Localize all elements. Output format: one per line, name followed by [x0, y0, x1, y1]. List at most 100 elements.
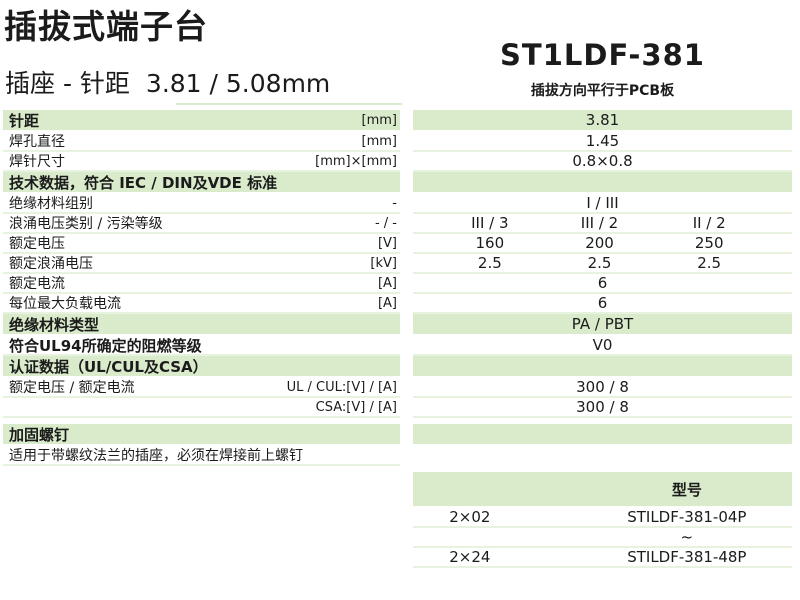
spec-row: 浪涌电压类别 / 污染等级 - / - III / 3 III / 2 II / 2 [3, 214, 800, 234]
spec-value: 200 [585, 234, 614, 252]
spec-left-cell: 焊针尺寸 [mm]×[mm] [3, 152, 400, 172]
spec-left-cell: 每位最大负载电流 [A] [3, 294, 400, 314]
spec-value: II / 2 [692, 214, 726, 232]
spec-unit: [mm] [361, 133, 397, 149]
spec-value: 2.5 [697, 254, 722, 272]
spec-row: 额定电流 [A] 6 [3, 274, 800, 294]
spec-left-cell: 针距 [mm] [3, 110, 400, 130]
spec-label: 适用于带螺纹法兰的插座，必须在焊接前上螺钉 [9, 448, 303, 464]
header: 插拔式端子台 插座 - 针距 3.81 / 5.08mm ST1LDF-381 插… [0, 0, 800, 110]
spec-value: 300 / 8 [576, 398, 629, 416]
spec-left-cell: 技术数据，符合 IEC / DIN及VDE 标准 [3, 172, 400, 192]
spec-unit: UL / CUL:[V] / [A] [286, 379, 397, 395]
spec-left-cell: 符合UL94所确定的阻燃等级 [3, 336, 400, 356]
spec-value-cell: I / III [413, 194, 792, 214]
spec-value: 0.8×0.8 [572, 152, 633, 170]
spec-row: 符合UL94所确定的阻燃等级 V0 [3, 336, 800, 356]
model-table-row: ~ [413, 528, 792, 548]
column-gap [400, 398, 413, 418]
model-table-header-row: 型号 [413, 472, 792, 506]
spec-value: I / III [586, 194, 619, 212]
spec-value: 250 [694, 234, 724, 252]
model-column-header: 型号 [671, 480, 702, 499]
model-cell: ~ [680, 528, 694, 546]
spec-unit: [kV] [370, 255, 397, 271]
spec-value: 2.5 [477, 254, 502, 272]
model-number: ST1LDF-381 [500, 38, 705, 72]
section-header-row: 技术数据，符合 IEC / DIN及VDE 标准 [3, 172, 800, 192]
column-gap [400, 172, 413, 192]
spec-left-cell: 适用于带螺纹法兰的插座，必须在焊接前上螺钉 [3, 446, 400, 466]
spec-label: 认证数据（UL/CUL及CSA） [9, 357, 208, 376]
spec-value-cell: 300 / 8 [413, 378, 792, 398]
column-gap [400, 336, 413, 356]
spec-unit: - [392, 195, 397, 211]
spec-value: III / 2 [580, 214, 619, 232]
spec-value-cell: 160 200 250 [413, 234, 792, 254]
subtitle-label: 插座 - 针距 [5, 69, 130, 98]
spec-value: III / 3 [471, 214, 509, 232]
product-subtitle: 插座 - 针距 3.81 / 5.08mm [5, 64, 330, 100]
spec-left-cell: 绝缘材料组别 - [3, 194, 400, 214]
model-cell: STILDF-381-04P [627, 508, 747, 526]
spec-label: 绝缘材料类型 [9, 315, 100, 334]
column-gap [400, 234, 413, 254]
spec-value: PA / PBT [571, 315, 634, 333]
spec-label: 加固螺钉 [9, 425, 70, 444]
spec-value: 2.5 [587, 254, 612, 272]
spec-row: 每位最大负载电流 [A] 6 [3, 294, 800, 314]
spec-label: 额定浪涌电压 [9, 256, 93, 272]
spec-value-columns: III / 3 III / 2 II / 2 [413, 214, 792, 232]
column-gap [400, 294, 413, 314]
spec-left-cell: 额定电流 [A] [3, 274, 400, 294]
spec-value-cell: 6 [413, 274, 792, 294]
column-gap [400, 110, 413, 130]
model-table-row: 2×02 STILDF-381-04P [413, 508, 792, 528]
spec-value: 160 [475, 234, 505, 252]
spec-table: 针距 [mm] 3.81 焊孔直径 [mm] 1.45 焊针尺寸 [mm]×[mm] 0.8×0… [0, 110, 800, 466]
spec-row: 额定电压 [V] 160 200 250 [3, 234, 800, 254]
column-gap [400, 254, 413, 274]
spec-value-cell [413, 356, 792, 376]
positions-cell: 2×02 [449, 508, 491, 526]
spec-value-cell: 1.45 [413, 132, 792, 152]
spec-unit: [mm]×[mm] [315, 153, 397, 169]
column-gap [400, 356, 413, 376]
spec-unit: - / - [374, 215, 397, 231]
spec-value: 3.81 [585, 111, 620, 129]
spec-label: 额定电压 / 额定电流 [9, 380, 135, 396]
column-gap [400, 314, 413, 334]
spec-label: 符合UL94所确定的阻燃等级 [9, 336, 202, 355]
note-row: 适用于带螺纹法兰的插座，必须在焊接前上螺钉 [3, 446, 800, 466]
column-gap [400, 446, 413, 466]
spec-row: CSA:[V] / [A] 300 / 8 [3, 398, 800, 418]
section-header-row: 针距 [mm] 3.81 [3, 110, 800, 130]
column-gap [400, 152, 413, 172]
spec-unit: CSA:[V] / [A] [315, 399, 397, 415]
spec-row: 焊针尺寸 [mm]×[mm] 0.8×0.8 [3, 152, 800, 172]
spec-value-cell: 300 / 8 [413, 398, 792, 418]
spec-label: 技术数据，符合 IEC / DIN及VDE 标准 [9, 173, 278, 192]
spec-value-cell: 6 [413, 294, 792, 314]
column-gap [400, 194, 413, 214]
spec-value: 6 [597, 294, 608, 312]
spec-row: 额定浪涌电压 [kV] 2.5 2.5 2.5 [3, 254, 800, 274]
positions-cell: 2×24 [449, 548, 491, 566]
spec-row: 焊孔直径 [mm] 1.45 [3, 132, 800, 152]
column-gap [400, 274, 413, 294]
spec-value-cell: PA / PBT [413, 314, 792, 334]
spec-value-cell [413, 446, 792, 466]
spec-label: 绝缘材料组别 [9, 196, 93, 212]
spec-unit: [mm] [361, 112, 397, 128]
spec-label: 额定电压 [9, 236, 65, 252]
column-gap [400, 378, 413, 398]
model-table-row: 2×24 STILDF-381-48P [413, 548, 792, 568]
spec-left-cell: 认证数据（UL/CUL及CSA） [3, 356, 400, 376]
spec-unit: [A] [377, 275, 397, 291]
spec-unit: [A] [377, 295, 397, 311]
column-gap [400, 214, 413, 234]
column-gap [400, 132, 413, 152]
spec-value-cell: III / 3 III / 2 II / 2 [413, 214, 792, 234]
spec-left-cell: 绝缘材料类型 [3, 314, 400, 334]
